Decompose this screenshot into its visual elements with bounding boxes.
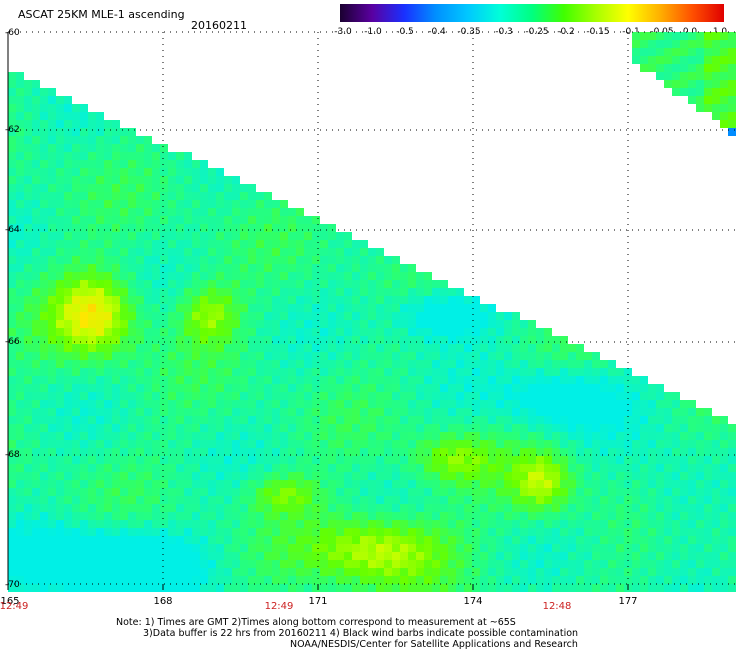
colorbar-label: -1.0 [364, 27, 382, 37]
time-label: 12:49 [0, 601, 29, 612]
colorbar [340, 4, 724, 22]
latitude-label: -68 [5, 450, 20, 460]
colorbar-label: -0.1 [622, 27, 640, 37]
latitude-label: -70 [5, 580, 20, 590]
colorbar-label: -0.3 [495, 27, 513, 37]
map-date: 20160211 [191, 19, 247, 32]
note-line-3: NOAA/NESDIS/Center for Satellite Applica… [290, 639, 578, 650]
colorbar-label: -3.0 [334, 27, 352, 37]
longitude-label: 174 [463, 596, 483, 607]
latitude-label: -62 [5, 125, 20, 135]
colorbar-label: -0.35 [457, 27, 481, 37]
longitude-label: 171 [308, 596, 328, 607]
wind-field [8, 32, 736, 592]
map-plot [7, 31, 736, 592]
latitude-label: -60 [5, 28, 20, 38]
time-label: 12:49 [264, 601, 294, 612]
colorbar-label: -0.15 [586, 27, 610, 37]
map-title: ASCAT 25KM MLE-1 ascending [18, 8, 185, 21]
colorbar-label: -0.4 [428, 27, 446, 37]
latitude-label: -66 [5, 337, 20, 347]
axis-ticks [7, 32, 629, 590]
time-label: 12:48 [542, 601, 572, 612]
latitude-label: -64 [5, 225, 20, 235]
longitude-label: 168 [153, 596, 173, 607]
longitude-label: 177 [618, 596, 638, 607]
longitude-label: 165 [0, 596, 20, 607]
note-line-1: Note: 1) Times are GMT 2)Times along bot… [116, 617, 516, 628]
note-line-2: 3)Data buffer is 22 hrs from 20160211 4)… [143, 628, 579, 639]
colorbar-ramp [340, 4, 724, 22]
